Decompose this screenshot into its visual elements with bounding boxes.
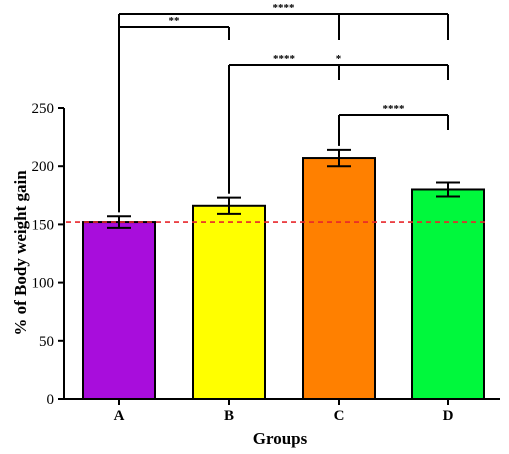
x-axis-title: Groups — [253, 429, 308, 448]
significance-C-D-label: **** — [383, 103, 406, 115]
bars-group — [82, 148, 485, 400]
y-tick-label-0: 0 — [47, 392, 55, 408]
x-tick-label-B: B — [224, 408, 234, 424]
y-tick-label-100: 100 — [32, 276, 55, 292]
bar-C — [302, 157, 376, 400]
y-tick-label-250: 250 — [32, 101, 55, 117]
x-tick-label-D: D — [443, 408, 454, 424]
significance-A-CD-label: **** — [273, 2, 296, 14]
y-tick-label-200: 200 — [32, 159, 55, 175]
y-tick-label-50: 50 — [39, 334, 54, 350]
y-tick-label-150: 150 — [32, 217, 55, 233]
significance-group: ********** ***** — [118, 2, 449, 213]
significance-A-B-label: ** — [169, 15, 181, 27]
y-axis-title: % of Body weight gain — [11, 170, 30, 336]
x-tick-label-C: C — [334, 408, 345, 424]
x-tick-label-A: A — [114, 408, 125, 424]
significance-B-D-label: * — [336, 53, 342, 65]
bar-D — [411, 188, 485, 400]
significance-B-C-label: **** — [273, 53, 296, 65]
bar-A — [82, 221, 156, 400]
bar-B — [192, 204, 266, 400]
